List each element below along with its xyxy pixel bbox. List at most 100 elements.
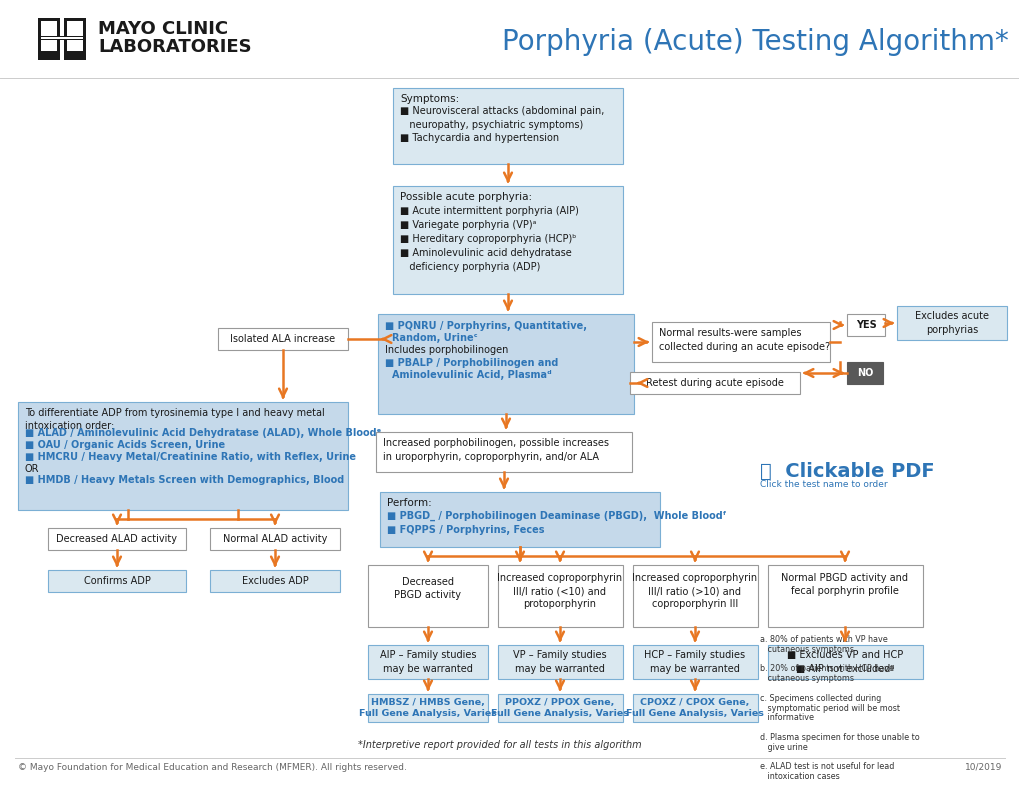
Bar <box>18 402 347 510</box>
Bar <box>633 565 757 627</box>
Text: PPOXZ / PPOX Gene,
Full Gene Analysis, Varies: PPOXZ / PPOX Gene, Full Gene Analysis, V… <box>490 698 629 718</box>
Text: Confirms ADP: Confirms ADP <box>84 576 150 586</box>
Bar <box>392 88 623 164</box>
Bar <box>67 51 83 54</box>
Text: VP – Family studies
may be warranted: VP – Family studies may be warranted <box>513 650 606 674</box>
Bar <box>83 21 86 51</box>
Text: ■ HMCRU / Heavy Metal/Creatinine Ratio, with Reflex, Urine: ■ HMCRU / Heavy Metal/Creatinine Ratio, … <box>25 452 356 462</box>
Bar <box>67 21 83 51</box>
Bar <box>64 18 86 21</box>
Text: Increased coproporphyrin
III/I ratio (<10) and
protoporphyrin: Increased coproporphyrin III/I ratio (<1… <box>497 573 622 609</box>
Text: Possible acute porphyria:: Possible acute porphyria: <box>399 192 532 202</box>
Bar <box>380 492 659 547</box>
Bar <box>376 432 632 472</box>
Text: Normal PBGD activity and
fecal porphyrin profile: Normal PBGD activity and fecal porphyrin… <box>781 573 908 597</box>
Text: symptomatic period will be most: symptomatic period will be most <box>759 704 899 712</box>
Text: ■ PBALP / Porphobilinogen and: ■ PBALP / Porphobilinogen and <box>384 358 557 368</box>
Text: Normal ALAD activity: Normal ALAD activity <box>222 534 327 544</box>
Text: HMBSZ / HMBS Gene,
Full Gene Analysis, Varies: HMBSZ / HMBS Gene, Full Gene Analysis, V… <box>359 698 496 718</box>
Text: Retest during acute episode: Retest during acute episode <box>645 378 784 388</box>
Bar <box>497 645 623 679</box>
Text: informative: informative <box>759 713 813 723</box>
Text: cutaneous symptoms: cutaneous symptoms <box>759 645 853 654</box>
Text: b. 20% of patients with HCP have: b. 20% of patients with HCP have <box>759 664 893 674</box>
Bar <box>41 21 57 51</box>
Bar <box>218 328 347 350</box>
Bar <box>57 21 60 51</box>
Bar <box>896 306 1006 340</box>
Text: Isolated ALA increase: Isolated ALA increase <box>230 334 335 344</box>
Bar <box>368 645 487 679</box>
Bar <box>38 21 41 51</box>
Bar <box>210 528 339 550</box>
Bar <box>392 186 623 294</box>
Text: give urine: give urine <box>759 743 807 752</box>
Text: Normal results-were samples
collected during an acute episode?: Normal results-were samples collected du… <box>658 328 829 351</box>
Text: ■ FQPPS / Porphyrins, Feces: ■ FQPPS / Porphyrins, Feces <box>386 525 544 535</box>
Bar <box>378 314 634 414</box>
Text: Symptoms:: Symptoms: <box>399 94 459 104</box>
Bar <box>48 570 185 592</box>
Text: 10/2019: 10/2019 <box>964 763 1001 772</box>
Text: To differentiate ADP from tyrosinemia type I and heavy metal
intoxication order:: To differentiate ADP from tyrosinemia ty… <box>25 408 324 431</box>
Text: a. 80% of patients with VP have: a. 80% of patients with VP have <box>759 635 887 644</box>
Text: Random, Urineᶜ: Random, Urineᶜ <box>391 333 477 343</box>
Text: YES: YES <box>855 320 875 330</box>
Bar <box>633 645 757 679</box>
Bar <box>48 528 185 550</box>
Bar <box>38 18 60 60</box>
Bar <box>368 565 487 627</box>
Text: OR: OR <box>25 464 40 474</box>
Text: © Mayo Foundation for Medical Education and Research (MFMER). All rights reserve: © Mayo Foundation for Medical Education … <box>18 763 407 772</box>
Bar <box>38 18 60 21</box>
Text: Decreased
PBGD activity: Decreased PBGD activity <box>394 577 461 600</box>
Text: Decreased ALAD activity: Decreased ALAD activity <box>56 534 177 544</box>
Text: ■ Acute intermittent porphyria (AIP)
■ Variegate porphyria (VP)ᵃ
■ Hereditary co: ■ Acute intermittent porphyria (AIP) ■ V… <box>399 206 579 272</box>
Bar <box>41 36 83 40</box>
Bar <box>767 645 922 679</box>
Text: c. Specimens collected during: c. Specimens collected during <box>759 693 880 703</box>
Bar <box>368 694 487 722</box>
Text: CPOXZ / CPOX Gene,
Full Gene Analysis, Varies: CPOXZ / CPOX Gene, Full Gene Analysis, V… <box>626 698 763 718</box>
Bar <box>497 565 623 627</box>
Text: intoxication cases: intoxication cases <box>759 772 839 781</box>
Text: Excludes acute
porphyrias: Excludes acute porphyrias <box>914 311 988 335</box>
Bar <box>846 314 884 336</box>
Bar <box>630 372 799 394</box>
Bar <box>651 322 829 362</box>
Text: ■ ALAD / Aminolevulinic Acid Dehydratase (ALAD), Whole Bloodᵉ: ■ ALAD / Aminolevulinic Acid Dehydratase… <box>25 428 381 438</box>
Text: HCP – Family studies
may be warranted: HCP – Family studies may be warranted <box>644 650 745 674</box>
Text: Perform:: Perform: <box>386 498 431 508</box>
Text: ⓘ  Clickable PDF: ⓘ Clickable PDF <box>759 462 933 481</box>
Text: LABORATORIES: LABORATORIES <box>98 38 252 56</box>
Text: ■ PBGD_ / Porphobilinogen Deaminase (PBGD),  Whole Bloodᶠ: ■ PBGD_ / Porphobilinogen Deaminase (PBG… <box>386 511 726 522</box>
Bar <box>64 21 67 51</box>
Text: ■ Excludes VP and HCP
■ AIP not excludedᵍ: ■ Excludes VP and HCP ■ AIP not excluded… <box>786 650 902 674</box>
Bar <box>41 51 57 54</box>
Bar <box>846 362 882 384</box>
Text: Increased coproporphyrin
III/I ratio (>10) and
coproporphyrin III: Increased coproporphyrin III/I ratio (>1… <box>632 573 757 609</box>
Bar <box>41 37 83 39</box>
Text: Porphyria (Acute) Testing Algorithm*: Porphyria (Acute) Testing Algorithm* <box>501 28 1008 56</box>
Text: Includes porphobilinogen: Includes porphobilinogen <box>384 345 507 355</box>
Text: cutaneous symptoms: cutaneous symptoms <box>759 675 853 683</box>
Text: NO: NO <box>856 368 872 378</box>
Text: d. Plasma specimen for those unable to: d. Plasma specimen for those unable to <box>759 733 919 742</box>
Bar <box>767 565 922 627</box>
Bar <box>64 18 86 60</box>
Text: Aminolevulinic Acid, Plasmaᵈ: Aminolevulinic Acid, Plasmaᵈ <box>391 370 551 380</box>
Text: Excludes ADP: Excludes ADP <box>242 576 308 586</box>
Text: Increased porphobilinogen, possible increases
in uroporphyrin, coproporphyrin, a: Increased porphobilinogen, possible incr… <box>382 438 608 462</box>
Text: e. ALAD test is not useful for lead: e. ALAD test is not useful for lead <box>759 763 894 771</box>
Text: MAYO CLINIC: MAYO CLINIC <box>98 20 228 38</box>
Text: ■ HMDB / Heavy Metals Screen with Demographics, Blood: ■ HMDB / Heavy Metals Screen with Demogr… <box>25 475 344 485</box>
Text: ■ OAU / Organic Acids Screen, Urine: ■ OAU / Organic Acids Screen, Urine <box>25 440 225 450</box>
Bar <box>633 694 757 722</box>
Text: Click the test name to order: Click the test name to order <box>759 480 887 489</box>
Text: *Interpretive report provided for all tests in this algorithm: *Interpretive report provided for all te… <box>358 740 641 750</box>
Text: ■ PQNRU / Porphyrins, Quantitative,: ■ PQNRU / Porphyrins, Quantitative, <box>384 321 586 331</box>
Text: ■ Neurovisceral attacks (abdominal pain,
   neuropathy, psychiatric symptoms)
■ : ■ Neurovisceral attacks (abdominal pain,… <box>399 106 604 143</box>
Text: AIP – Family studies
may be warranted: AIP – Family studies may be warranted <box>379 650 476 674</box>
Bar <box>497 694 623 722</box>
Bar <box>210 570 339 592</box>
